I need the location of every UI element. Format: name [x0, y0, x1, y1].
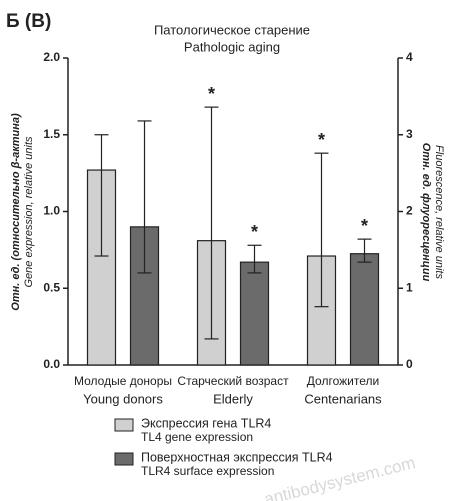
- legend-swatch: [114, 452, 134, 466]
- x-tick-label: Старческий возраст: [177, 374, 289, 388]
- legend-label-en: TL4 gene expression: [141, 430, 253, 444]
- y2-tick-label: 4: [406, 50, 413, 64]
- significance-mark: *: [361, 216, 368, 236]
- significance-mark: *: [251, 222, 258, 242]
- y2-tick-label: 2: [406, 204, 413, 218]
- y2-tick-label: 1: [406, 280, 413, 294]
- legend-label: Поверхностная экспрессия TLR4: [141, 450, 333, 464]
- y2-tick-label: 3: [406, 127, 413, 141]
- y-tick-label: 0.0: [43, 357, 60, 371]
- y-label-en: Gene expression, relative units: [23, 136, 35, 288]
- chart-subtitle: Pathologic aging: [184, 39, 280, 54]
- bar: [239, 261, 270, 366]
- y-tick-label: 0.5: [43, 280, 60, 294]
- significance-mark: *: [318, 130, 325, 150]
- legend-swatch: [114, 418, 134, 432]
- bar: [86, 169, 117, 366]
- panel-label: Б (В): [6, 11, 51, 32]
- chart-title: Патологическое старение: [154, 22, 310, 37]
- x-tick-label-en: Centenarians: [304, 391, 382, 406]
- y-tick-label: 2.0: [43, 50, 60, 64]
- y-tick-label: 1.0: [43, 204, 60, 218]
- y-tick-label: 1.5: [43, 127, 60, 141]
- y2-tick-label: 0: [406, 357, 413, 371]
- legend-label: Экспрессия гена TLR4: [141, 416, 271, 430]
- significance-mark: *: [208, 84, 215, 104]
- x-tick-label: Молодые доноры: [74, 374, 172, 388]
- x-tick-label-en: Elderly: [213, 391, 253, 406]
- x-tick-label: Долгожители: [307, 374, 379, 388]
- y-label: Отн. ед. (относительно β-актина): [10, 113, 22, 311]
- legend-label-en: TLR4 surface expression: [141, 464, 274, 478]
- bar: [306, 255, 337, 366]
- x-tick-label-en: Young donors: [83, 391, 163, 406]
- y2-label-en: Fluorescence, relative units: [433, 145, 445, 279]
- bar: [349, 253, 380, 366]
- y2-label: Отн. ед. флуоресценции: [420, 143, 432, 282]
